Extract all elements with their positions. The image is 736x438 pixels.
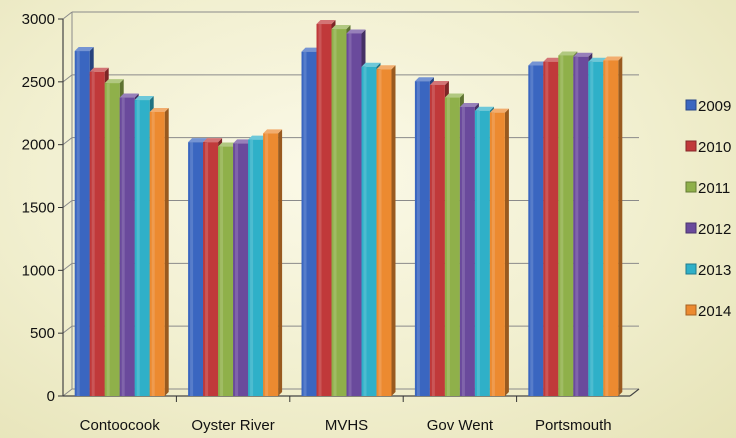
gridline-depth-500 (62, 325, 73, 334)
y-tick-label: 3000 (22, 11, 55, 28)
legend-label: 2011 (698, 180, 730, 197)
legend-item-2014: 2014 (685, 303, 731, 320)
y-tick-labels: 0 500 1000 1500 2000 2500 3000 (22, 11, 55, 405)
legend-swatch (685, 263, 697, 275)
legend-swatch (685, 304, 697, 316)
legend-label: 2010 (698, 139, 731, 156)
x-tick-label: Portsmouth (535, 417, 612, 434)
legend-item-2009: 2009 (685, 98, 731, 115)
legend-swatch (685, 222, 697, 234)
bar-oyster-river-2014 (263, 129, 283, 396)
legend-label: 2014 (698, 303, 731, 320)
gridline-depth-1000 (62, 262, 73, 271)
x-tick-label: MVHS (325, 417, 368, 434)
gridline-depth-2000 (62, 137, 73, 146)
y-tick-label: 1000 (22, 262, 55, 279)
bar-contoocook-2014 (149, 107, 169, 396)
gridline-depth-0 (62, 388, 73, 397)
legend-swatch (685, 181, 697, 193)
legend-item-2010: 2010 (685, 139, 731, 156)
y-tick-label: 0 (47, 388, 55, 405)
y-tick-label: 1500 (22, 200, 55, 217)
x-tick-label: Contoocook (80, 417, 161, 434)
y-tick-label: 2000 (22, 137, 55, 154)
bar-mvhs-2014 (376, 65, 396, 397)
bar-gov-went-2014 (489, 108, 509, 396)
legend-swatch (685, 99, 697, 111)
bar-portsmouth-2014 (603, 56, 623, 396)
x-axis-depth (629, 388, 640, 397)
y-tick-label: 500 (30, 325, 55, 342)
x-tick-label: Oyster River (191, 417, 274, 434)
y-tick-label: 2500 (22, 74, 55, 91)
legend-label: 2013 (698, 262, 731, 279)
bars (74, 20, 623, 397)
legend-label: 2009 (698, 98, 731, 115)
legend-item-2011: 2011 (685, 180, 730, 197)
x-tick-label: Gov Went (427, 417, 494, 434)
legend: 2009 2010 2011 2012 2013 2014 (685, 98, 731, 320)
legend-label: 2012 (698, 221, 731, 238)
legend-item-2012: 2012 (685, 221, 731, 238)
legend-item-2013: 2013 (685, 262, 731, 279)
gridline-depth-3000 (62, 11, 73, 20)
gridline-depth-2500 (62, 74, 73, 83)
gridline-depth-1500 (62, 200, 73, 208)
x-tick-labels: Contoocook Oyster River MVHS Gov Went Portsm… (80, 417, 612, 434)
legend-swatch (685, 140, 697, 152)
